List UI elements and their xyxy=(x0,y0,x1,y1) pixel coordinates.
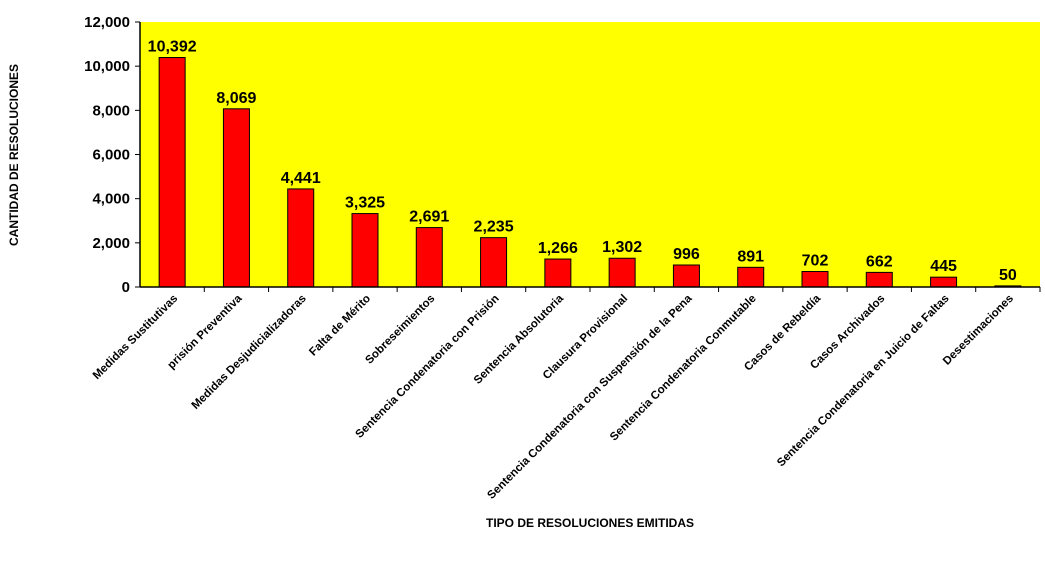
data-label: 1,302 xyxy=(602,239,642,256)
data-label: 445 xyxy=(930,258,957,275)
bar xyxy=(930,276,958,288)
y-tick-label: 0 xyxy=(122,279,130,296)
y-tick-label: 2,000 xyxy=(92,235,130,252)
data-label: 8,069 xyxy=(216,90,256,107)
x-category-label: Sentencia Condenatoria con Prisión xyxy=(354,293,502,441)
data-label: 702 xyxy=(802,252,829,269)
bar xyxy=(865,271,893,288)
x-axis-title: TIPO DE RESOLUCIONES EMITIDAS xyxy=(486,516,694,530)
data-label: 50 xyxy=(999,267,1017,284)
x-category-label: Sobreseimientos xyxy=(363,293,437,367)
data-labels: 10,392 8,069 4,441 3,325 2,691 2,235 1,266 1,30… xyxy=(148,39,1017,284)
plot-area xyxy=(140,22,1040,287)
bars xyxy=(158,57,1022,288)
bar xyxy=(544,258,572,288)
x-category-label: Desestimaciones xyxy=(941,293,1016,368)
y-tick-label: 8,000 xyxy=(92,102,130,119)
x-category-label: Medidas Desjudicializadoras xyxy=(190,293,309,412)
y-axis-ticks: 0 2,000 4,000 6,000 8,000 10,000 12,000 xyxy=(84,14,140,296)
bar xyxy=(351,213,379,288)
bar xyxy=(287,188,315,288)
x-category-label: Medidas Sustitutivas xyxy=(91,293,180,382)
data-label: 996 xyxy=(673,246,700,263)
y-axis-title: CANTIDAD DE RESOLUCIONES xyxy=(7,64,21,246)
data-label: 2,235 xyxy=(474,219,514,236)
y-tick-label: 12,000 xyxy=(84,14,130,31)
y-tick-label: 10,000 xyxy=(84,58,130,75)
data-label: 10,392 xyxy=(148,39,197,56)
data-label: 2,691 xyxy=(409,209,449,226)
data-label: 1,266 xyxy=(538,240,578,257)
y-tick-label: 6,000 xyxy=(92,147,130,164)
bar xyxy=(415,227,443,288)
bar xyxy=(801,270,829,288)
x-category-label: Falta de Mérito xyxy=(307,293,373,359)
bar xyxy=(222,108,250,288)
y-tick-label: 4,000 xyxy=(92,191,130,208)
bar xyxy=(480,237,508,288)
bar xyxy=(608,257,636,288)
bar xyxy=(737,266,765,288)
data-label: 4,441 xyxy=(281,170,321,187)
data-label: 3,325 xyxy=(345,195,385,212)
bar xyxy=(672,264,700,288)
data-label: 662 xyxy=(866,253,893,270)
bar xyxy=(158,57,186,288)
data-label: 891 xyxy=(737,248,764,265)
x-category-label: Sentencia Condenatoria Conmutable xyxy=(608,293,759,444)
